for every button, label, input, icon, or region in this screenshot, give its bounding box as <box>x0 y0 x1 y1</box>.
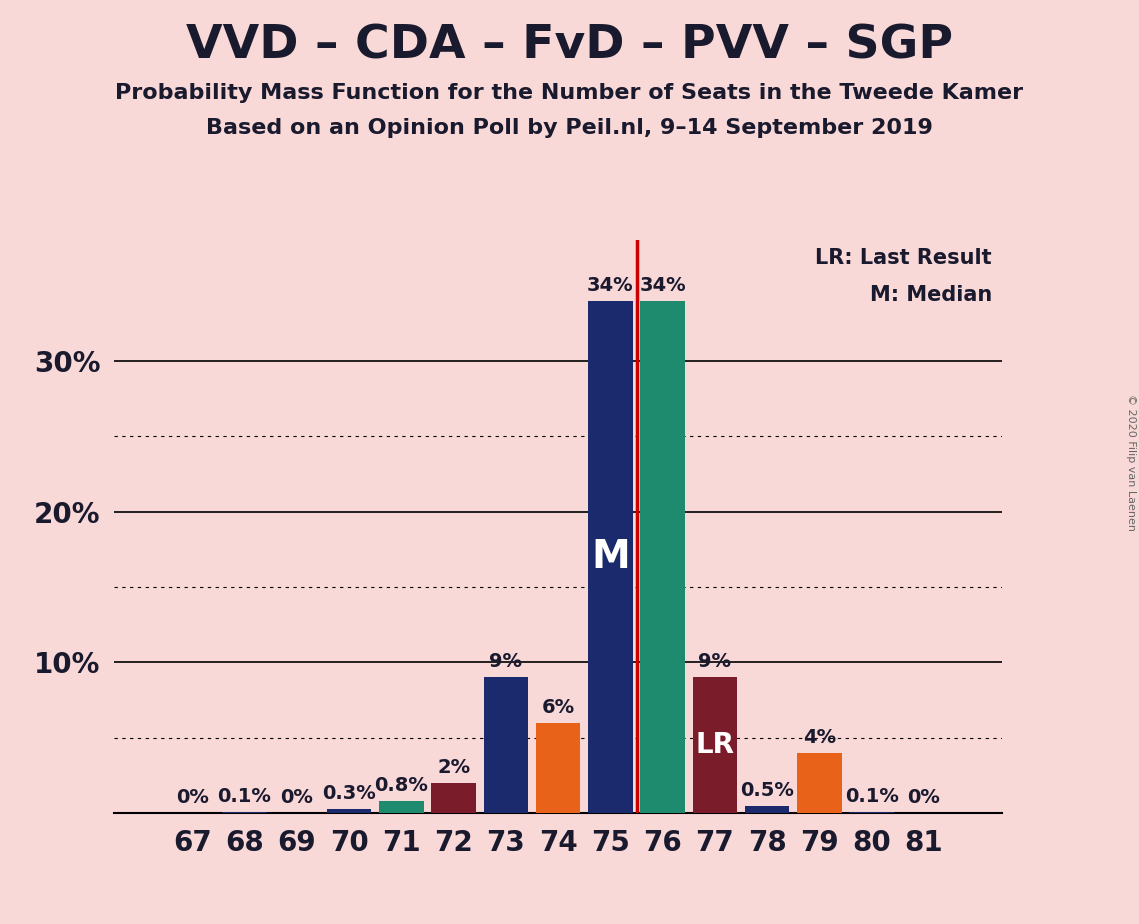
Text: 0.5%: 0.5% <box>740 781 794 799</box>
Text: 0.3%: 0.3% <box>322 784 376 803</box>
Text: 9%: 9% <box>698 652 731 672</box>
Text: 34%: 34% <box>639 275 686 295</box>
Text: M: Median: M: Median <box>869 286 992 306</box>
Text: 0.1%: 0.1% <box>218 786 271 806</box>
Bar <box>797 753 842 813</box>
Text: 9%: 9% <box>490 652 523 672</box>
Text: 34%: 34% <box>587 275 633 295</box>
Bar <box>327 808 371 813</box>
Bar <box>850 811 894 813</box>
Bar <box>588 300 632 813</box>
Text: M: M <box>591 538 630 576</box>
Bar <box>432 783 476 813</box>
Text: 0%: 0% <box>175 788 208 807</box>
Text: © 2020 Filip van Laenen: © 2020 Filip van Laenen <box>1126 394 1136 530</box>
Text: 0%: 0% <box>908 788 941 807</box>
Text: 4%: 4% <box>803 728 836 747</box>
Text: LR: LR <box>696 731 735 760</box>
Bar <box>640 300 685 813</box>
Bar <box>379 801 424 813</box>
Text: 2%: 2% <box>437 758 470 777</box>
Bar <box>693 677 737 813</box>
Text: 6%: 6% <box>541 698 575 717</box>
Text: LR: Last Result: LR: Last Result <box>816 248 992 268</box>
Bar <box>222 811 267 813</box>
Text: 0.1%: 0.1% <box>845 786 899 806</box>
Text: 0%: 0% <box>280 788 313 807</box>
Text: 0.8%: 0.8% <box>375 776 428 795</box>
Text: VVD – CDA – FvD – PVV – SGP: VVD – CDA – FvD – PVV – SGP <box>186 23 953 68</box>
Bar <box>484 677 528 813</box>
Bar <box>745 806 789 813</box>
Bar <box>536 723 581 813</box>
Text: Based on an Opinion Poll by Peil.nl, 9–14 September 2019: Based on an Opinion Poll by Peil.nl, 9–1… <box>206 118 933 139</box>
Text: Probability Mass Function for the Number of Seats in the Tweede Kamer: Probability Mass Function for the Number… <box>115 83 1024 103</box>
